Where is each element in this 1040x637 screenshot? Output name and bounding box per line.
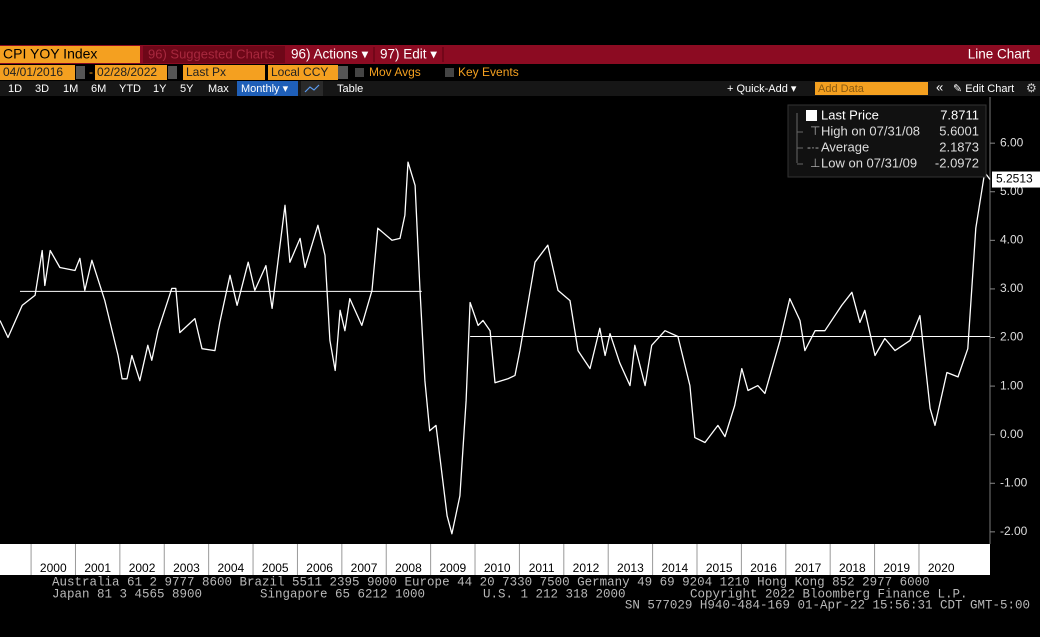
- footer-contact: Japan 81 3 4565 8900: [52, 587, 202, 601]
- ticker[interactable]: CPI YOY Index: [3, 46, 97, 62]
- period-button[interactable]: Max: [208, 83, 229, 95]
- edit-menu[interactable]: 97) Edit ▾: [380, 47, 437, 62]
- y-tick-label: 3.00: [1000, 281, 1024, 295]
- frequency[interactable]: Monthly ▾: [241, 83, 289, 95]
- x-tick-label: 2004: [218, 561, 245, 575]
- period-button[interactable]: 1Y: [153, 83, 167, 95]
- x-tick-label: 2017: [795, 561, 822, 575]
- plot: -2.00-1.000.001.002.003.004.005.006.0020…: [0, 135, 1040, 575]
- x-tick-label: 2003: [173, 561, 200, 575]
- x-tick-label: 2014: [661, 561, 688, 575]
- table-button[interactable]: Table: [337, 83, 363, 95]
- field-box[interactable]: [183, 65, 265, 80]
- x-tick-label: 2001: [84, 561, 111, 575]
- period-button[interactable]: 6M: [91, 83, 106, 95]
- x-tick-label: 2013: [617, 561, 644, 575]
- stat-label: Average: [821, 139, 869, 154]
- collapse-button[interactable]: «: [936, 79, 943, 94]
- x-tick-label: 2000: [40, 561, 67, 575]
- x-tick-label: 2016: [750, 561, 777, 575]
- period-button[interactable]: 1M: [63, 83, 78, 95]
- stat-value: -2.0972: [935, 155, 979, 170]
- field[interactable]: Last Px: [186, 65, 226, 79]
- stat-value: 2.1873: [939, 139, 979, 154]
- calendar-icon[interactable]: [168, 66, 177, 79]
- checkbox[interactable]: [355, 68, 364, 77]
- period-button[interactable]: 1D: [8, 83, 22, 95]
- y-tick-label: 0.00: [1000, 427, 1024, 441]
- y-tick-label: 2.00: [1000, 330, 1024, 344]
- stat-value: 5.6001: [939, 123, 979, 138]
- date-separator: -: [89, 65, 93, 79]
- ticker-box[interactable]: [0, 46, 140, 63]
- x-tick-label: 2018: [839, 561, 866, 575]
- x-tick-label: 2015: [706, 561, 733, 575]
- frequency-box[interactable]: [237, 81, 298, 96]
- period-button[interactable]: 3D: [35, 83, 49, 95]
- add-data-box[interactable]: [815, 82, 928, 95]
- actions-menu[interactable]: 96) Actions ▾: [291, 47, 369, 62]
- currency-box[interactable]: [268, 65, 338, 80]
- y-tick-label: 4.00: [1000, 233, 1024, 247]
- x-tick-label: 2011: [529, 561, 555, 575]
- stat-label: High on 07/31/08: [821, 123, 920, 138]
- legend-stats: High on 07/31/08 5.6001 Average 2.1873 Low o…: [821, 123, 979, 170]
- end-date-box[interactable]: [95, 65, 167, 80]
- period-button[interactable]: 5Y: [180, 83, 194, 95]
- footer-contacts: Australia 61 2 9777 8600 Brazil 5511 239…: [52, 575, 930, 589]
- key-events[interactable]: Key Events: [458, 65, 519, 79]
- add-data[interactable]: Add Data: [818, 83, 865, 95]
- legend-tree: [796, 113, 803, 165]
- calendar-icon[interactable]: [76, 66, 85, 79]
- y-tick-label: -1.00: [1000, 475, 1028, 489]
- y-tick-label: -2.00: [1000, 524, 1028, 538]
- checkbox[interactable]: [445, 68, 454, 77]
- legend-value: 7.8711: [940, 107, 979, 122]
- legend-swatch: [806, 110, 817, 121]
- x-tick-label: 2008: [395, 561, 422, 575]
- view-name: Line Chart: [968, 47, 1031, 62]
- high-glyph: ⊤: [810, 124, 820, 138]
- period-buttons: 1D 3D 1M 6M YTD 1Y 5Y Max: [8, 83, 229, 95]
- end-date[interactable]: 02/28/2022: [97, 65, 157, 79]
- footer-session: SN 577029 H940-484-169 01-Apr-22 15:56:3…: [625, 598, 1030, 612]
- legend-label: Last Price: [821, 107, 879, 122]
- suggested-button[interactable]: [143, 46, 285, 63]
- stat-label: Low on 07/31/09: [821, 155, 917, 170]
- legend: [787, 104, 987, 178]
- chart-type-glyph: [304, 84, 320, 93]
- last-value-label: 5.2513: [996, 172, 1033, 186]
- x-tick-label: 2012: [573, 561, 600, 575]
- x-tick-label: 2007: [351, 561, 378, 575]
- dropdown-arrow[interactable]: [338, 66, 348, 79]
- x-tick-label: 2006: [306, 561, 333, 575]
- x-tick-label: 2020: [928, 561, 955, 575]
- period-button[interactable]: YTD: [119, 83, 141, 95]
- y-tick-label: 1.00: [1000, 378, 1024, 392]
- x-tick-label: 2005: [262, 561, 289, 575]
- start-date-box[interactable]: [0, 65, 75, 80]
- avg-glyph: -·-: [807, 140, 819, 154]
- edit-chart[interactable]: ✎ Edit Chart: [953, 83, 1014, 95]
- suggested-charts[interactable]: 96) Suggested Charts: [148, 46, 275, 61]
- footer-contact: U.S. 1 212 318 2000: [483, 587, 626, 601]
- x-tick-label: 2002: [129, 561, 156, 575]
- x-tick-label: 2009: [439, 561, 466, 575]
- last-value-tag: [992, 171, 1040, 188]
- low-glyph: ⊥: [810, 156, 820, 170]
- start-date[interactable]: 04/01/2016: [3, 65, 63, 79]
- x-axis-band: [0, 544, 990, 575]
- settings[interactable]: ⚙: [1026, 81, 1037, 95]
- footer-copyright: Copyright 2022 Bloomberg Finance L.P.: [690, 587, 968, 601]
- x-tick-label: 2019: [883, 561, 910, 575]
- y-tick-label: 6.00: [1000, 135, 1024, 149]
- footer-contact: Singapore 65 6212 1000: [260, 587, 425, 601]
- quick-add[interactable]: + Quick-Add ▾: [727, 83, 797, 95]
- currency[interactable]: Local CCY: [271, 65, 328, 79]
- mov-avgs[interactable]: Mov Avgs: [369, 65, 421, 79]
- price-line: [0, 161, 991, 535]
- x-tick-label: 2010: [484, 561, 511, 575]
